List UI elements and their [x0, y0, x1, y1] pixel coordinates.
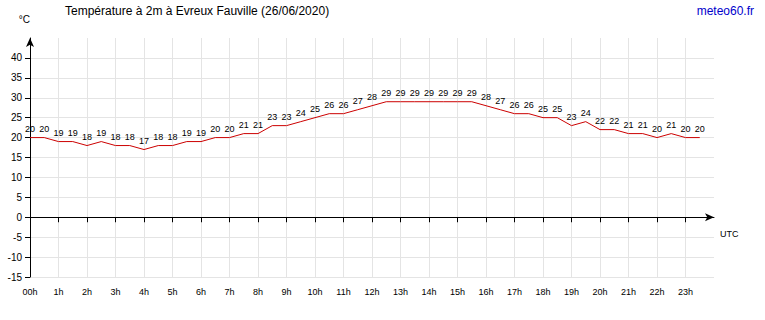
- svg-text:14h: 14h: [421, 287, 436, 297]
- svg-text:7h: 7h: [224, 287, 234, 297]
- svg-text:3h: 3h: [110, 287, 120, 297]
- svg-text:21: 21: [253, 120, 263, 130]
- svg-text:meteo60.fr: meteo60.fr: [697, 4, 754, 18]
- svg-text:29: 29: [395, 88, 405, 98]
- svg-text:29: 29: [381, 88, 391, 98]
- svg-text:21: 21: [239, 120, 249, 130]
- svg-text:16h: 16h: [478, 287, 493, 297]
- svg-text:-5: -5: [13, 232, 22, 243]
- svg-text:1h: 1h: [53, 287, 63, 297]
- svg-text:23: 23: [267, 112, 277, 122]
- svg-text:29: 29: [438, 88, 448, 98]
- svg-text:19: 19: [53, 128, 63, 138]
- svg-text:6h: 6h: [196, 287, 206, 297]
- svg-text:35: 35: [11, 72, 23, 83]
- svg-text:20: 20: [39, 124, 49, 134]
- svg-text:9h: 9h: [281, 287, 291, 297]
- svg-text:27: 27: [495, 96, 505, 106]
- svg-text:UTC: UTC: [720, 229, 739, 239]
- svg-text:8h: 8h: [253, 287, 263, 297]
- svg-text:25: 25: [310, 104, 320, 114]
- svg-text:00h: 00h: [22, 287, 37, 297]
- svg-text:26: 26: [338, 100, 348, 110]
- svg-text:10h: 10h: [307, 287, 322, 297]
- svg-text:26: 26: [324, 100, 334, 110]
- svg-text:22: 22: [609, 116, 619, 126]
- svg-text:27: 27: [353, 96, 363, 106]
- svg-text:17h: 17h: [507, 287, 522, 297]
- svg-text:10: 10: [11, 172, 23, 183]
- svg-text:20: 20: [11, 132, 23, 143]
- svg-text:26: 26: [524, 100, 534, 110]
- svg-text:23: 23: [566, 112, 576, 122]
- svg-text:29: 29: [467, 88, 477, 98]
- svg-text:21: 21: [623, 120, 633, 130]
- svg-text:°C: °C: [19, 14, 30, 25]
- svg-text:25: 25: [538, 104, 548, 114]
- svg-text:2h: 2h: [82, 287, 92, 297]
- svg-text:11h: 11h: [336, 287, 350, 297]
- svg-text:25: 25: [11, 112, 23, 123]
- svg-text:26: 26: [509, 100, 519, 110]
- svg-text:20: 20: [25, 124, 35, 134]
- svg-text:21: 21: [638, 120, 648, 130]
- svg-text:40: 40: [11, 52, 23, 63]
- svg-text:24: 24: [581, 108, 591, 118]
- svg-text:28: 28: [367, 92, 377, 102]
- svg-text:15h: 15h: [450, 287, 465, 297]
- svg-text:19h: 19h: [564, 287, 579, 297]
- svg-text:29: 29: [424, 88, 434, 98]
- svg-text:13h: 13h: [393, 287, 408, 297]
- svg-text:18: 18: [110, 132, 120, 142]
- svg-text:22: 22: [595, 116, 605, 126]
- svg-text:17: 17: [139, 136, 149, 146]
- svg-text:29: 29: [452, 88, 462, 98]
- svg-text:20: 20: [652, 124, 662, 134]
- svg-text:0: 0: [16, 212, 22, 223]
- svg-text:18: 18: [153, 132, 163, 142]
- svg-text:5h: 5h: [167, 287, 177, 297]
- svg-text:21h: 21h: [621, 287, 636, 297]
- svg-text:18: 18: [167, 132, 177, 142]
- svg-text:-10: -10: [8, 252, 23, 263]
- svg-text:19: 19: [96, 128, 106, 138]
- svg-text:24: 24: [296, 108, 306, 118]
- svg-text:19: 19: [182, 128, 192, 138]
- svg-text:21: 21: [666, 120, 676, 130]
- svg-text:20: 20: [680, 124, 690, 134]
- svg-text:20h: 20h: [592, 287, 607, 297]
- svg-text:20: 20: [224, 124, 234, 134]
- svg-text:4h: 4h: [139, 287, 149, 297]
- svg-text:19: 19: [68, 128, 78, 138]
- svg-text:20: 20: [210, 124, 220, 134]
- svg-text:Température à 2m à Evreux Fauv: Température à 2m à Evreux Fauville (26/0…: [65, 4, 329, 18]
- svg-text:18: 18: [125, 132, 135, 142]
- svg-text:25: 25: [552, 104, 562, 114]
- svg-text:18h: 18h: [535, 287, 550, 297]
- svg-text:-15: -15: [8, 272, 23, 283]
- svg-text:15: 15: [11, 152, 23, 163]
- svg-text:23: 23: [281, 112, 291, 122]
- svg-text:12h: 12h: [364, 287, 379, 297]
- svg-text:19: 19: [196, 128, 206, 138]
- svg-text:30: 30: [11, 92, 23, 103]
- svg-text:22h: 22h: [649, 287, 664, 297]
- svg-text:20: 20: [695, 124, 705, 134]
- svg-text:29: 29: [410, 88, 420, 98]
- svg-text:18: 18: [82, 132, 92, 142]
- svg-text:23h: 23h: [678, 287, 693, 297]
- svg-text:5: 5: [16, 192, 22, 203]
- svg-text:28: 28: [481, 92, 491, 102]
